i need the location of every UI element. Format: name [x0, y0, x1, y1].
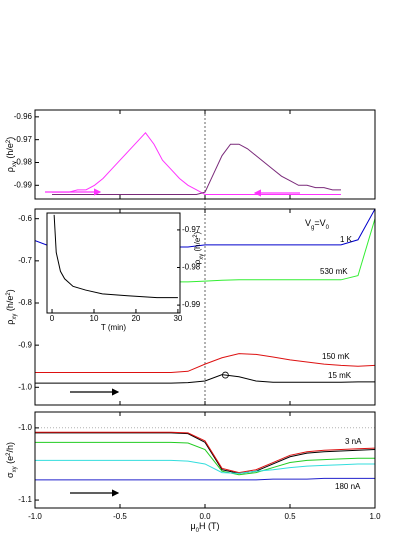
label-part: σ	[5, 472, 15, 478]
data-line	[35, 477, 375, 481]
x-tick-label: 1.0	[369, 512, 381, 521]
marker	[221, 371, 229, 379]
plot-frame	[46, 212, 181, 314]
label-part: (h/e	[5, 143, 15, 161]
data-line	[52, 132, 341, 195]
y-tick-label: -0.8	[18, 298, 32, 307]
series-label: 15 mK	[328, 371, 352, 380]
label-part: 0	[196, 528, 200, 534]
series-label: 180 nA	[335, 482, 361, 491]
y-tick-label: -1.0	[18, 382, 32, 391]
x-tick-label: 10	[90, 314, 99, 323]
data-line	[35, 431, 375, 474]
data-line	[35, 441, 375, 476]
label-part: μ	[190, 521, 195, 531]
label-part: /h)	[5, 442, 15, 453]
label-part: 0	[326, 225, 330, 231]
series-label: 1 K	[340, 235, 353, 244]
label-part: 2	[6, 139, 12, 143]
y-tick-label: -0.99	[182, 300, 201, 309]
label-part: xy	[12, 161, 18, 167]
label-part: g	[311, 225, 314, 231]
inset-background	[47, 213, 180, 313]
data-line	[53, 214, 178, 299]
y-tick-label: -0.96	[14, 112, 33, 121]
label-part: xy	[12, 314, 18, 320]
data-line	[35, 353, 375, 374]
data-line	[52, 143, 341, 195]
label-part: )	[193, 231, 202, 234]
y-axis-label: σxy (e2/h)	[5, 442, 17, 478]
y-axis-label: ρxy (h/e2)	[5, 289, 17, 324]
label-part: 2	[6, 452, 12, 456]
label-part: xy	[12, 466, 18, 472]
series-label: 3 nA	[345, 437, 362, 446]
x-tick-label: 0	[50, 314, 55, 323]
x-tick-label: 30	[173, 314, 182, 323]
data-line	[35, 432, 375, 474]
x-axis-label: μ0H (T)	[190, 521, 219, 533]
label-part: ρ	[5, 167, 15, 172]
label-part: ρ	[5, 320, 15, 325]
annotation: Vg=V0	[305, 218, 330, 230]
y-tick-label: -0.98	[182, 263, 201, 272]
y-tick-label: -1.0	[18, 423, 32, 432]
y-tick-label: -0.6	[18, 214, 32, 223]
y-tick-label: -0.97	[14, 135, 33, 144]
label-part: V	[305, 218, 311, 228]
label-part: (h/e	[5, 296, 15, 314]
label-part: 2	[6, 292, 12, 296]
label-part: ρ	[193, 259, 202, 264]
label-part: =V	[314, 218, 325, 228]
label-part: )	[5, 137, 15, 140]
x-tick-label: 20	[131, 314, 140, 323]
x-tick-label: 0.5	[284, 512, 296, 521]
series-label: 150 mK	[322, 352, 350, 361]
y-tick-label: -0.97	[182, 225, 201, 234]
x-axis-label: T (min)	[101, 323, 127, 332]
label-part: (h/e	[193, 237, 202, 254]
y-tick-label: -0.99	[14, 180, 33, 189]
label-part: xy	[199, 254, 205, 260]
y-tick-label: -0.98	[14, 158, 33, 167]
data-line	[171, 218, 375, 283]
y-axis-label: ρxy (h/e2)	[193, 231, 205, 264]
data-line	[35, 374, 375, 384]
data-line	[35, 459, 375, 474]
x-tick-label: 0.0	[199, 512, 211, 521]
y-tick-label: -0.9	[18, 340, 32, 349]
x-tick-label: -0.5	[113, 512, 127, 521]
y-tick-label: -0.7	[18, 256, 32, 265]
y-axis-label: ρxy (h/e2)	[5, 137, 17, 172]
y-tick-label: -1.1	[18, 495, 32, 504]
label-part: 2	[193, 234, 199, 238]
x-tick-label: -1.0	[28, 512, 42, 521]
series-label: 530 mK	[320, 267, 348, 276]
label-part: H (T)	[199, 521, 220, 531]
label-part: )	[5, 289, 15, 292]
label-part: (e	[5, 456, 15, 467]
